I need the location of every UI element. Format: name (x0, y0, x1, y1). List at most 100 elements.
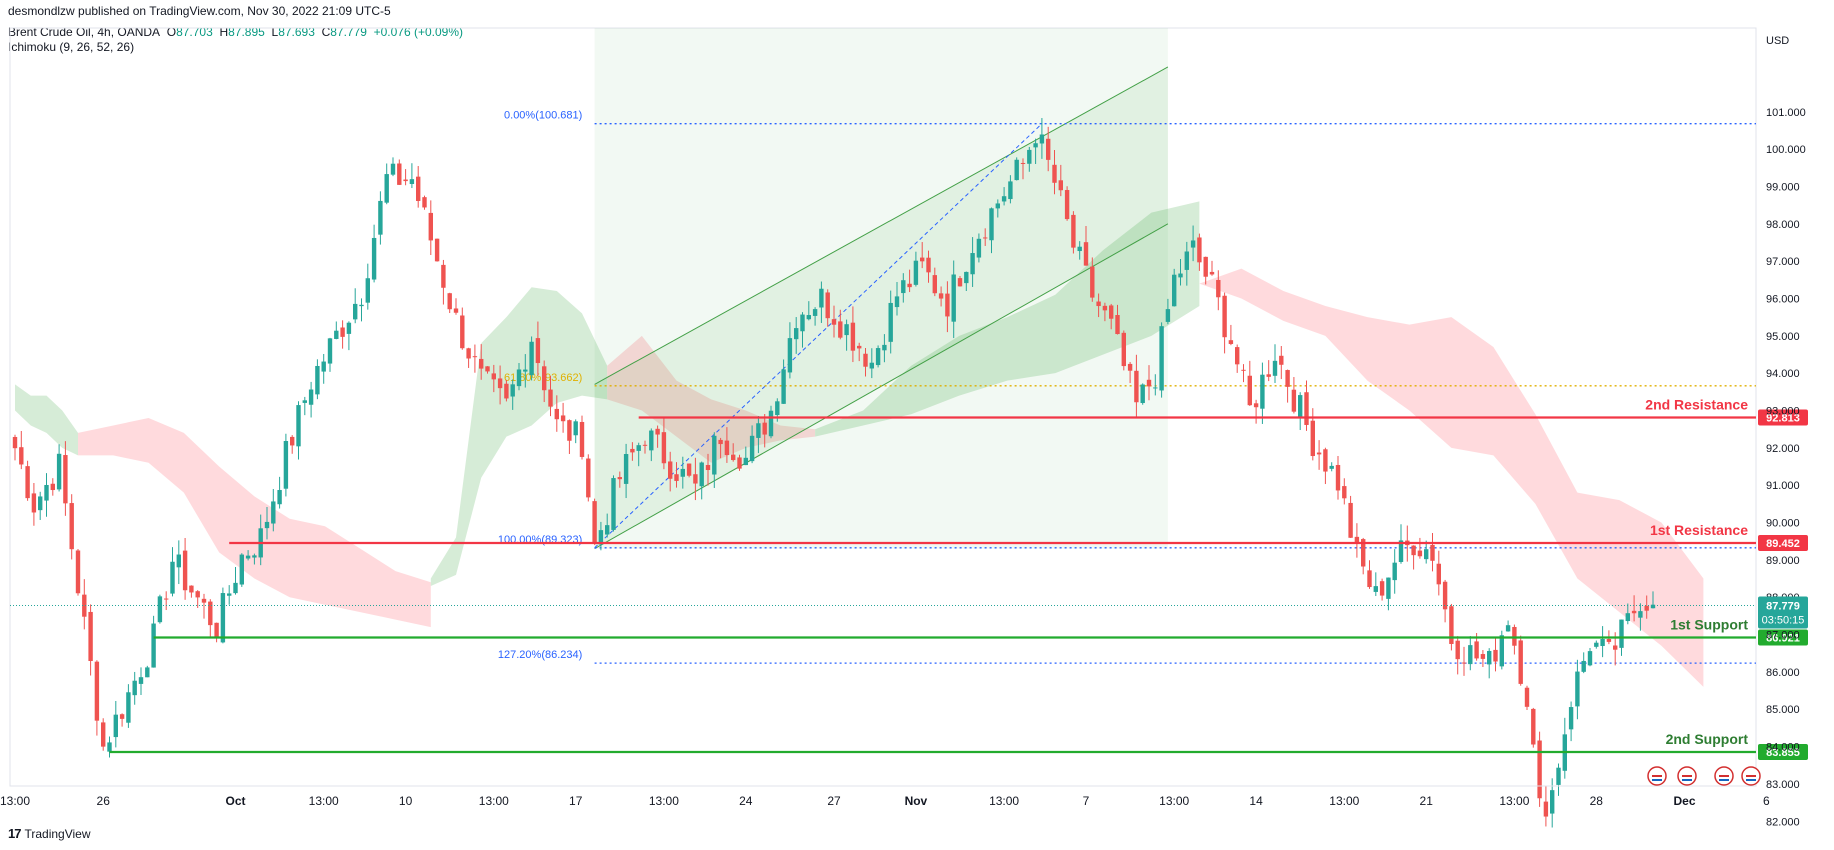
candle-body (560, 415, 566, 422)
candle-body (1052, 164, 1057, 183)
candle-body (1556, 767, 1561, 785)
candle-body (901, 280, 906, 294)
candle (151, 615, 156, 668)
candle (888, 290, 893, 354)
candle (1625, 603, 1630, 625)
candle-body (1499, 635, 1504, 667)
candle-body (327, 338, 333, 364)
candle-body (359, 304, 364, 307)
candle (1033, 138, 1038, 164)
candle (649, 428, 654, 462)
price-tick: 100.000 (1766, 144, 1806, 156)
candle (976, 233, 982, 263)
fib-level-label: 0.00%(100.681) (504, 110, 582, 122)
candle-body (1335, 464, 1341, 491)
level-price-tag (1758, 409, 1808, 426)
candle-body (863, 353, 868, 367)
candle (1279, 346, 1284, 380)
candle-body (397, 163, 402, 185)
candle (1480, 650, 1486, 668)
candle-body (957, 278, 963, 287)
candle-body (82, 594, 87, 617)
candle-body (1071, 214, 1076, 248)
candle (1531, 707, 1536, 748)
candle (1581, 652, 1586, 674)
candle-body (1424, 549, 1429, 560)
candle-body (384, 174, 389, 203)
time-tick: 13:00 (309, 794, 339, 808)
candle-body (252, 555, 257, 558)
candle-body (472, 356, 478, 358)
candle (1594, 640, 1599, 649)
candle-body (649, 430, 654, 451)
candle (781, 359, 786, 404)
candle-body (378, 200, 383, 235)
candle (705, 453, 711, 486)
candle-body (1134, 370, 1139, 403)
indicator-label[interactable]: Ichimoku (9, 26, 52, 26) (8, 40, 135, 54)
candle (1600, 626, 1605, 658)
candle-body (1550, 790, 1555, 814)
candle-body (743, 457, 748, 466)
candle-body (447, 293, 452, 310)
price-tick: 92.000 (1766, 443, 1800, 455)
candle-body (1285, 370, 1290, 387)
candle-body (1600, 638, 1605, 647)
candle (126, 684, 131, 728)
candle-body (712, 435, 717, 475)
candle-body (1361, 539, 1366, 567)
price-tick: 94.000 (1766, 368, 1800, 380)
level-label-resistance: 2nd Resistance (1645, 397, 1748, 413)
candle-body (1531, 708, 1536, 745)
candle-body (1253, 403, 1259, 408)
candle-body (283, 441, 289, 489)
candle-body (1398, 540, 1404, 562)
candle-body (485, 366, 490, 372)
candle (554, 395, 559, 432)
candle-body (1348, 502, 1353, 538)
candle-body (787, 338, 793, 373)
candle (882, 334, 887, 363)
candle (390, 157, 396, 177)
candle-body (567, 420, 572, 441)
candle (1184, 241, 1189, 286)
candle (220, 587, 226, 644)
level-price-tag (1758, 535, 1808, 552)
candle (434, 238, 440, 262)
price-tick: 83.000 (1766, 779, 1800, 791)
candle-body (138, 677, 144, 684)
candle-body (1172, 274, 1177, 307)
candle-body (1613, 645, 1618, 650)
candle (1638, 603, 1643, 631)
candle-body (1159, 326, 1164, 391)
candle (245, 550, 251, 561)
candle-body (869, 362, 874, 369)
candle (201, 593, 207, 619)
candle (441, 259, 446, 305)
candle (1241, 364, 1246, 383)
time-tick: 13:00 (649, 794, 679, 808)
candle (397, 159, 402, 185)
candle-body (145, 667, 150, 678)
candle-body (434, 238, 440, 262)
candle (1493, 638, 1498, 672)
candle (1342, 478, 1347, 505)
tradingview-brand: TradingView (24, 826, 91, 841)
tradingview-logo[interactable]: 17 TradingView (8, 826, 91, 841)
candle (1027, 146, 1032, 172)
candle (724, 427, 730, 463)
candle-body (800, 314, 805, 332)
candle-body (428, 212, 433, 241)
candle (1222, 292, 1227, 354)
candle (800, 312, 805, 348)
candle (523, 354, 528, 388)
candle-body (630, 448, 635, 453)
candle (428, 200, 433, 256)
candle (970, 237, 975, 287)
price-tick: 82.000 (1766, 816, 1800, 828)
candle (1046, 126, 1051, 172)
candle (535, 321, 541, 376)
candle-body (1184, 251, 1189, 270)
candle (346, 321, 352, 351)
